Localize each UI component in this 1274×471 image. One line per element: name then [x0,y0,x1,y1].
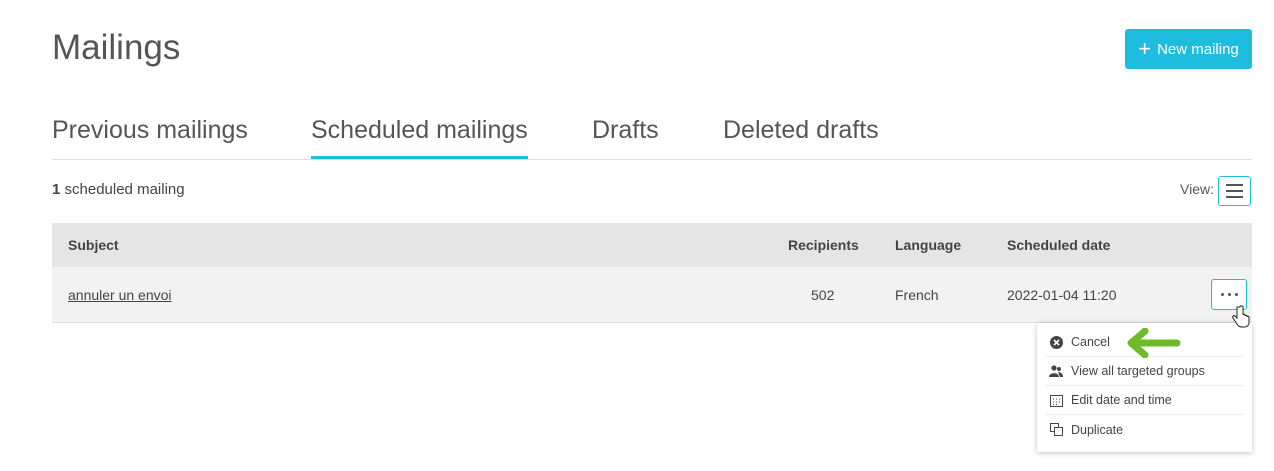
new-mailing-label: New mailing [1157,40,1239,58]
tabs: Previous mailings Scheduled mailings Dra… [52,112,1252,160]
header-recipients[interactable]: Recipients [788,237,859,253]
plus-icon: + [1138,36,1152,61]
tab-previous-mailings[interactable]: Previous mailings [52,116,248,144]
table-header: Subject Recipients Language Scheduled da… [52,223,1252,267]
menu-item-view-groups[interactable]: View all targeted groups [1045,357,1244,386]
menu-item-duplicate[interactable]: Duplicate [1045,415,1244,444]
new-mailing-button[interactable]: + New mailing [1125,29,1252,69]
mailing-count: 1 scheduled mailing [52,181,185,198]
view-label: View: [1180,181,1214,197]
tab-deleted-drafts[interactable]: Deleted drafts [723,116,879,144]
table-row: annuler un envoi 502 French 2022-01-04 1… [52,267,1252,323]
calendar-icon [1049,393,1063,407]
cancel-icon [1049,335,1063,349]
subject-link[interactable]: annuler un envoi [68,286,172,303]
tab-scheduled-mailings[interactable]: Scheduled mailings [311,116,528,159]
menu-label: Cancel [1071,335,1110,349]
count-text: scheduled mailing [64,181,185,198]
menu-label: Duplicate [1071,422,1124,437]
list-view-button[interactable] [1218,176,1251,206]
menu-label: View all targeted groups [1071,364,1205,378]
header-language[interactable]: Language [895,237,962,253]
menu-label: Edit date and time [1071,393,1172,407]
header-subject[interactable]: Subject [68,237,119,253]
language-cell: French [895,286,939,303]
duplicate-icon [1049,423,1063,437]
count-number: 1 [52,181,61,198]
header-scheduled-date[interactable]: Scheduled date [1007,237,1111,253]
hand-cursor-icon [1232,305,1250,328]
tab-drafts[interactable]: Drafts [592,116,659,144]
scheduled-date-cell: 2022-01-04 11:20 [1007,286,1117,303]
recipients-cell: 502 [811,286,835,303]
page-title: Mailings [52,28,181,67]
more-actions-button[interactable] [1211,279,1247,310]
users-icon [1049,364,1063,378]
menu-item-edit-date[interactable]: Edit date and time [1045,386,1244,415]
green-arrow-annotation [1127,328,1181,358]
